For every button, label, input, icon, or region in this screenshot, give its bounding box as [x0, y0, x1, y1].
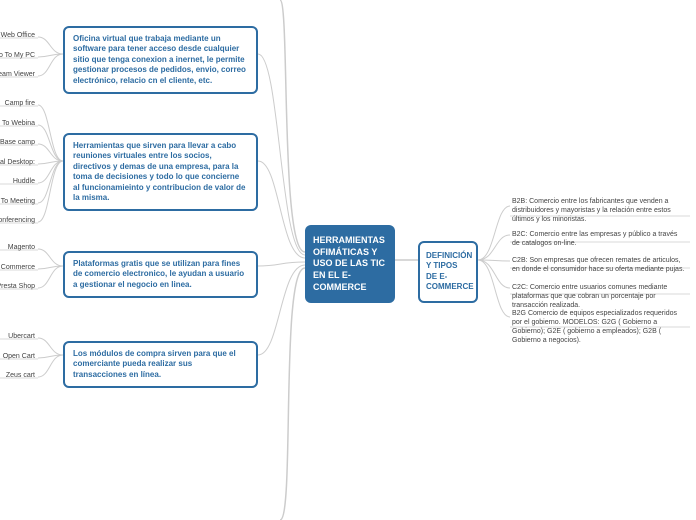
leaf-node[interactable]: Go To My PC	[0, 51, 35, 60]
leaf-label: Conferencing	[0, 217, 35, 224]
leaf-node[interactable]: Open Cart	[0, 352, 35, 361]
desc-label: Plataformas gratis que se utilizan para …	[73, 259, 244, 289]
leaf-label: Open Cart	[3, 353, 35, 360]
leaf-node[interactable]: Base camp	[0, 138, 35, 147]
right-leaf[interactable]: C2B: Son empresas que ofrecen remates de…	[512, 256, 687, 274]
leaf-node[interactable]: leam Viewer	[0, 70, 35, 79]
leaf-label: Base camp	[0, 139, 35, 146]
right-leaf[interactable]: C2C: Comercio entre usuarios comunes med…	[512, 283, 687, 310]
leaf-node[interactable]: al Desktop:	[0, 158, 35, 167]
leaf-label: s Commerce	[0, 264, 35, 271]
leaf-label: Ubercart	[8, 333, 35, 340]
leaf-label: Zeus cart	[6, 372, 35, 379]
leaf-node[interactable]: s Commerce	[0, 263, 35, 272]
desc-label: Oficina virtual que trabaja mediante un …	[73, 34, 246, 85]
leaf-label: B2B: Comercio entre los fabricantes que …	[512, 198, 671, 223]
leaf-node[interactable]: To Meeting	[0, 197, 35, 206]
leaf-node[interactable]: Web Office	[0, 31, 35, 40]
leaf-node[interactable]: Camp fire	[0, 99, 35, 108]
right-leaf[interactable]: B2B: Comercio entre los fabricantes que …	[512, 197, 687, 224]
leaf-label: C2B: Son empresas que ofrecen remates de…	[512, 257, 684, 273]
desc-label: Herramientas que sirven para llevar a ca…	[73, 141, 245, 202]
leaf-node[interactable]: Magento	[0, 243, 35, 252]
leaf-label: To Meeting	[1, 198, 35, 205]
leaf-label: B2C: Comercio entre las empresas y públi…	[512, 231, 677, 247]
desc-label: Los módulos de compra sirven para que el…	[73, 349, 236, 379]
leaf-label: C2C: Comercio entre usuarios comunes med…	[512, 284, 667, 309]
leaf-label: leam Viewer	[0, 71, 35, 78]
group-desc[interactable]: Oficina virtual que trabaja mediante un …	[63, 26, 258, 94]
leaf-label: Magento	[8, 244, 35, 251]
leaf-node[interactable]: Conferencing	[0, 216, 35, 225]
leaf-label: Go To My PC	[0, 52, 35, 59]
right-leaf[interactable]: B2C: Comercio entre las empresas y públi…	[512, 230, 687, 248]
leaf-label: Presta Shop	[0, 283, 35, 290]
leaf-node[interactable]: Ubercart	[0, 332, 35, 341]
right-leaf[interactable]: B2G Comercio de equipos especializados r…	[512, 309, 687, 345]
leaf-node[interactable]: Zeus cart	[0, 371, 35, 380]
definition-node-label: DEFINICIÓN Y TIPOS DE E-COMMERCE	[426, 251, 474, 291]
group-desc[interactable]: Plataformas gratis que se utilizan para …	[63, 251, 258, 298]
leaf-label: Camp fire	[5, 100, 35, 107]
leaf-node[interactable]: › To Webina	[0, 119, 35, 128]
central-topic-label: HERRAMIENTAS OFIMÁTICAS Y USO DE LAS TIC…	[313, 235, 385, 292]
leaf-label: al Desktop:	[0, 159, 35, 166]
group-desc[interactable]: Herramientas que sirven para llevar a ca…	[63, 133, 258, 211]
leaf-label: Huddle	[13, 178, 35, 185]
leaf-node[interactable]: Presta Shop	[0, 282, 35, 291]
leaf-label: Web Office	[1, 32, 35, 39]
leaf-label: › To Webina	[0, 120, 35, 127]
definition-node[interactable]: DEFINICIÓN Y TIPOS DE E-COMMERCE	[418, 241, 478, 303]
group-desc[interactable]: Los módulos de compra sirven para que el…	[63, 341, 258, 388]
central-topic[interactable]: HERRAMIENTAS OFIMÁTICAS Y USO DE LAS TIC…	[305, 225, 395, 303]
leaf-node[interactable]: Huddle	[0, 177, 35, 186]
leaf-label: B2G Comercio de equipos especializados r…	[512, 310, 677, 344]
